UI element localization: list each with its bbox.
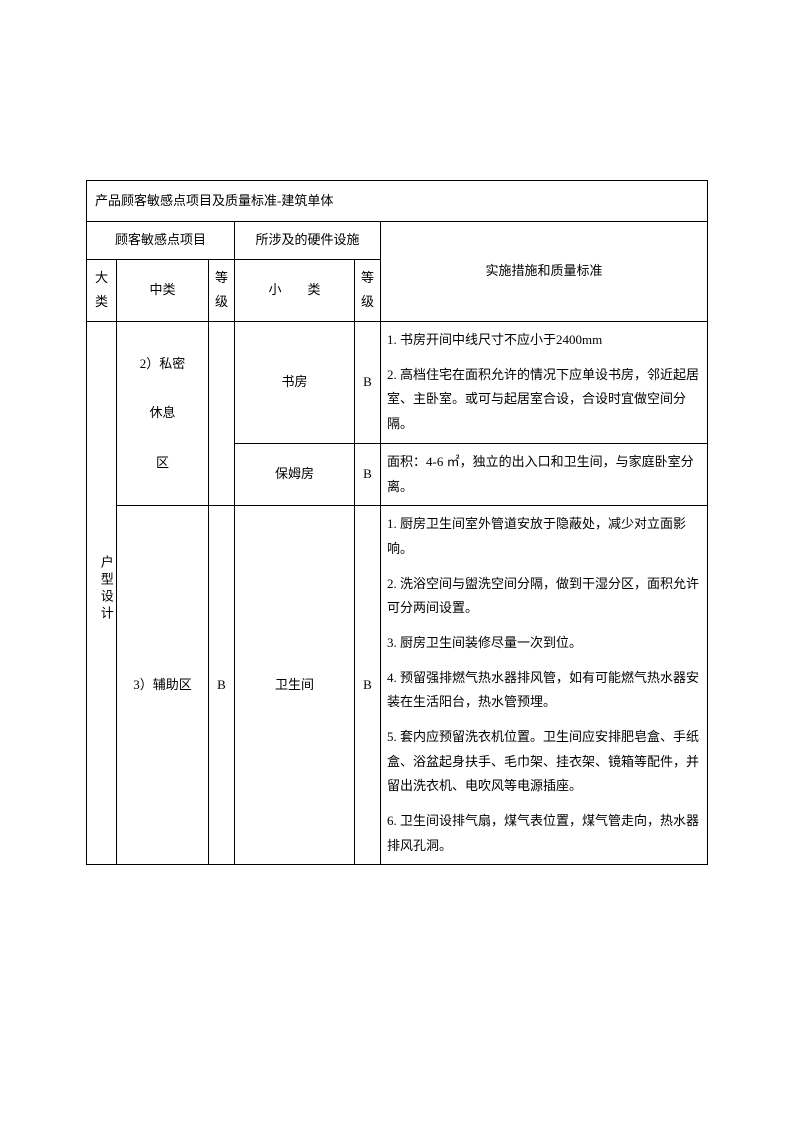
small-category-cell: 书房 bbox=[235, 322, 355, 444]
hdr-grade2: 等级 bbox=[355, 259, 381, 321]
small-grade-cell: B bbox=[355, 506, 381, 865]
measure-item: 3. 厨房卫生间装修尽量一次到位。 bbox=[387, 631, 701, 656]
small-category-cell: 卫生间 bbox=[235, 506, 355, 865]
small-grade-cell: B bbox=[355, 443, 381, 505]
big-category-label: 户型设计 bbox=[93, 555, 118, 623]
table-title-row: 产品顾客敏感点项目及质量标准-建筑单体 bbox=[87, 181, 708, 222]
hdr-big: 大类 bbox=[87, 259, 117, 321]
hdr-mid: 中类 bbox=[117, 259, 209, 321]
big-category-cell: 户型设计 bbox=[87, 322, 117, 865]
hdr-small: 小 类 bbox=[235, 259, 355, 321]
mid-grade-cell: B bbox=[209, 506, 235, 865]
measure-item: 5. 套内应预留洗衣机位置。卫生间应安排肥皂盒、手纸盒、浴盆起身扶手、毛巾架、挂… bbox=[387, 725, 701, 799]
mid-category-cell: 3）辅助区 bbox=[117, 506, 209, 865]
table-row: 3）辅助区 B 卫生间 B 1. 厨房卫生间室外管道安放于隐蔽处，减少对立面影响… bbox=[87, 506, 708, 865]
measure-item: 面积：4-6 ㎡，独立的出入口和卫生间，与家庭卧室分离。 bbox=[387, 450, 701, 499]
mid-category-cell: 2）私密 休息 区 bbox=[117, 322, 209, 506]
hdr-measure: 实施措施和质量标准 bbox=[381, 222, 708, 322]
table-row: 户型设计 2）私密 休息 区 书房 B 1. 书房开间中线尺寸不应小于2400m… bbox=[87, 322, 708, 444]
standards-table: 产品顾客敏感点项目及质量标准-建筑单体 顾客敏感点项目 所涉及的硬件设施 实施措… bbox=[86, 180, 708, 865]
table-title: 产品顾客敏感点项目及质量标准-建筑单体 bbox=[87, 181, 708, 222]
hdr-grade1: 等级 bbox=[209, 259, 235, 321]
measure-item: 4. 预留强排燃气热水器排风管，如有可能燃气热水器安装在生活阳台，热水管预埋。 bbox=[387, 666, 701, 715]
measure-item: 2. 高档住宅在面积允许的情况下应单设书房，邻近起居室、主卧室。或可与起居室合设… bbox=[387, 363, 701, 437]
hdr-group2: 所涉及的硬件设施 bbox=[235, 222, 381, 260]
measure-item: 2. 洗浴空间与盥洗空间分隔，做到干湿分区，面积允许可分两间设置。 bbox=[387, 572, 701, 621]
mid-grade-cell bbox=[209, 322, 235, 506]
table-header-row-1: 顾客敏感点项目 所涉及的硬件设施 实施措施和质量标准 bbox=[87, 222, 708, 260]
small-grade-cell: B bbox=[355, 322, 381, 444]
measure-item: 1. 厨房卫生间室外管道安放于隐蔽处，减少对立面影响。 bbox=[387, 512, 701, 561]
page: 产品顾客敏感点项目及质量标准-建筑单体 顾客敏感点项目 所涉及的硬件设施 实施措… bbox=[0, 0, 794, 1123]
measure-cell: 1. 书房开间中线尺寸不应小于2400mm 2. 高档住宅在面积允许的情况下应单… bbox=[381, 322, 708, 444]
measure-item: 6. 卫生间设排气扇，煤气表位置，煤气管走向，热水器排风孔洞。 bbox=[387, 809, 701, 858]
measure-cell: 1. 厨房卫生间室外管道安放于隐蔽处，减少对立面影响。 2. 洗浴空间与盥洗空间… bbox=[381, 506, 708, 865]
small-category-cell: 保姆房 bbox=[235, 443, 355, 505]
hdr-group1: 顾客敏感点项目 bbox=[87, 222, 235, 260]
measure-cell: 面积：4-6 ㎡，独立的出入口和卫生间，与家庭卧室分离。 bbox=[381, 443, 708, 505]
table-wrapper: 产品顾客敏感点项目及质量标准-建筑单体 顾客敏感点项目 所涉及的硬件设施 实施措… bbox=[86, 180, 708, 865]
measure-item: 1. 书房开间中线尺寸不应小于2400mm bbox=[387, 328, 701, 353]
